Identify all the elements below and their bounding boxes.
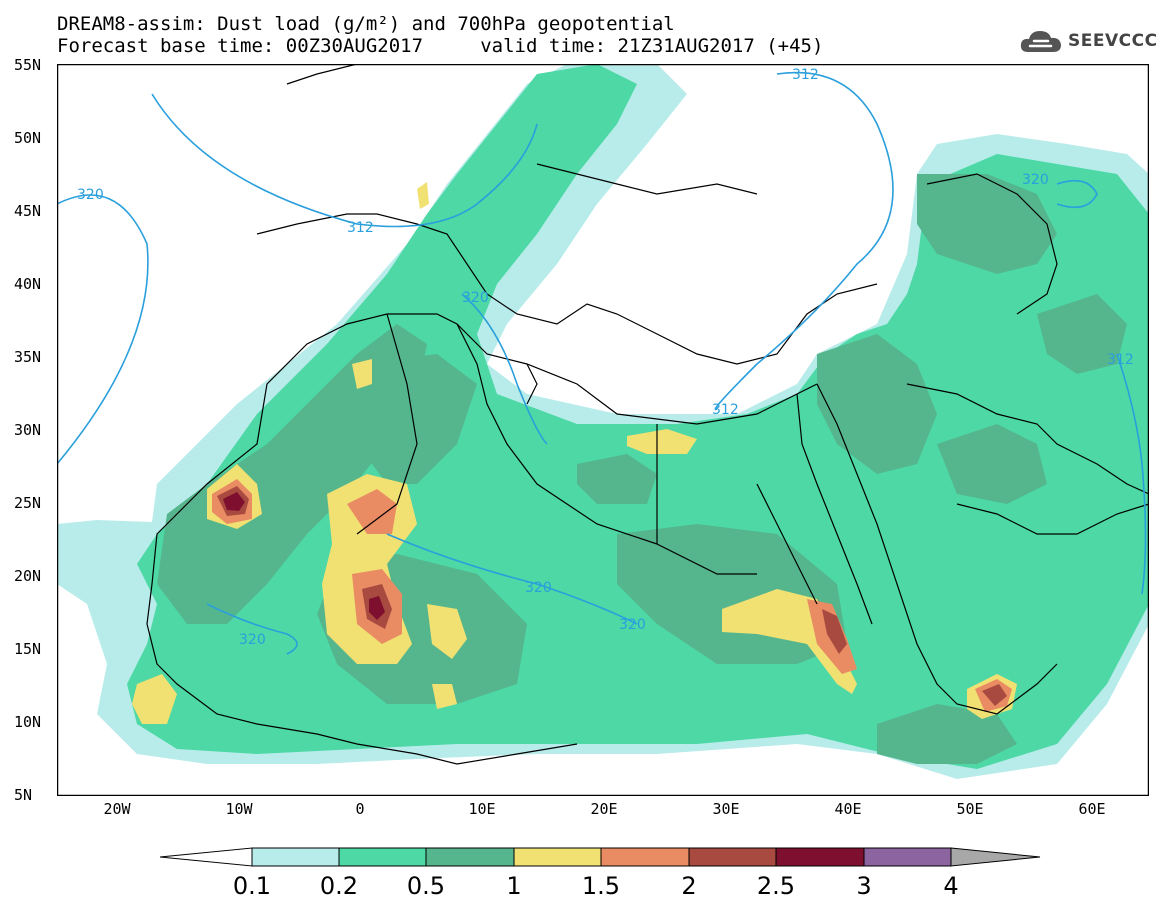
contour-label: 320	[1022, 172, 1049, 188]
lon-label: 30E	[712, 800, 740, 818]
lon-label: 50E	[956, 800, 984, 818]
lat-label: 15N	[14, 640, 42, 658]
contour-label: 320	[462, 290, 489, 306]
map-title: DREAM8-assim: Dust load (g/m²) and 700hP…	[57, 13, 675, 35]
map-border	[57, 64, 1149, 796]
colorbar-swatch	[425, 847, 515, 867]
colorbar	[160, 847, 1041, 867]
contour-label: 320	[77, 187, 104, 203]
colorbar-swatch	[513, 847, 602, 867]
lat-label: 55N	[14, 56, 42, 74]
contour-label: 320	[57, 64, 84, 68]
contour-label: 320	[525, 580, 552, 596]
seevccc-logo: SEEVCCC	[1018, 26, 1158, 56]
contour-label: 312	[1107, 352, 1134, 368]
colorbar-label: 0.2	[319, 872, 359, 900]
colorbar-under-arrow	[160, 847, 253, 867]
dust-layer-25	[223, 492, 385, 620]
lat-label: 45N	[14, 202, 42, 220]
contour-labels: 320 312 320 320 320 320 320 312 312 320 …	[57, 64, 1134, 648]
contour-label: 312	[347, 220, 374, 236]
colorbar-label: 0.5	[406, 872, 446, 900]
lat-label: 5N	[14, 786, 33, 804]
dust-layer-05	[157, 174, 1127, 764]
lon-label: 10E	[468, 800, 496, 818]
lon-label: 60E	[1078, 800, 1106, 818]
contour-label: 320	[239, 632, 266, 648]
lon-label: 0	[355, 800, 365, 818]
lon-label: 20W	[103, 800, 131, 818]
lon-label: 10W	[225, 800, 253, 818]
lat-label: 25N	[14, 494, 42, 512]
lon-label: 20E	[590, 800, 618, 818]
colorbar-label: 0.1	[232, 872, 272, 900]
colorbar-swatch	[775, 847, 865, 867]
colorbar-label: 2	[681, 872, 697, 900]
colorbar-label: 4	[943, 872, 959, 900]
logo-text: SEEVCCC	[1068, 31, 1158, 51]
coastlines	[146, 64, 1149, 765]
lat-label: 20N	[14, 567, 42, 585]
colorbar-swatch	[251, 847, 340, 867]
colorbar-swatch	[863, 847, 952, 867]
geopotential-contours	[57, 71, 1147, 655]
colorbar-swatch	[338, 847, 427, 867]
lat-label: 30N	[14, 421, 42, 439]
colorbar-label: 1	[506, 872, 522, 900]
cloud-icon	[1020, 31, 1061, 52]
colorbar-label: 1.5	[581, 872, 621, 900]
colorbar-swatch	[600, 847, 690, 867]
colorbar-label: 2.5	[756, 872, 796, 900]
colorbar-swatch	[688, 847, 777, 867]
lat-label: 40N	[14, 275, 42, 293]
lat-label: 10N	[14, 713, 42, 731]
lat-label: 35N	[14, 348, 42, 366]
colorbar-over-arrow	[950, 847, 1041, 867]
contour-label: 312	[792, 67, 819, 83]
contour-label: 312	[712, 402, 739, 418]
dust-map: 320 312 320 320 320 320 320 312 312 320 …	[57, 64, 1149, 796]
contour-label: 320	[619, 617, 646, 633]
colorbar-label: 3	[856, 872, 872, 900]
lon-label: 40E	[834, 800, 862, 818]
map-subtitle: Forecast base time: 00Z30AUG2017 valid t…	[57, 35, 824, 57]
lat-label: 50N	[14, 129, 42, 147]
